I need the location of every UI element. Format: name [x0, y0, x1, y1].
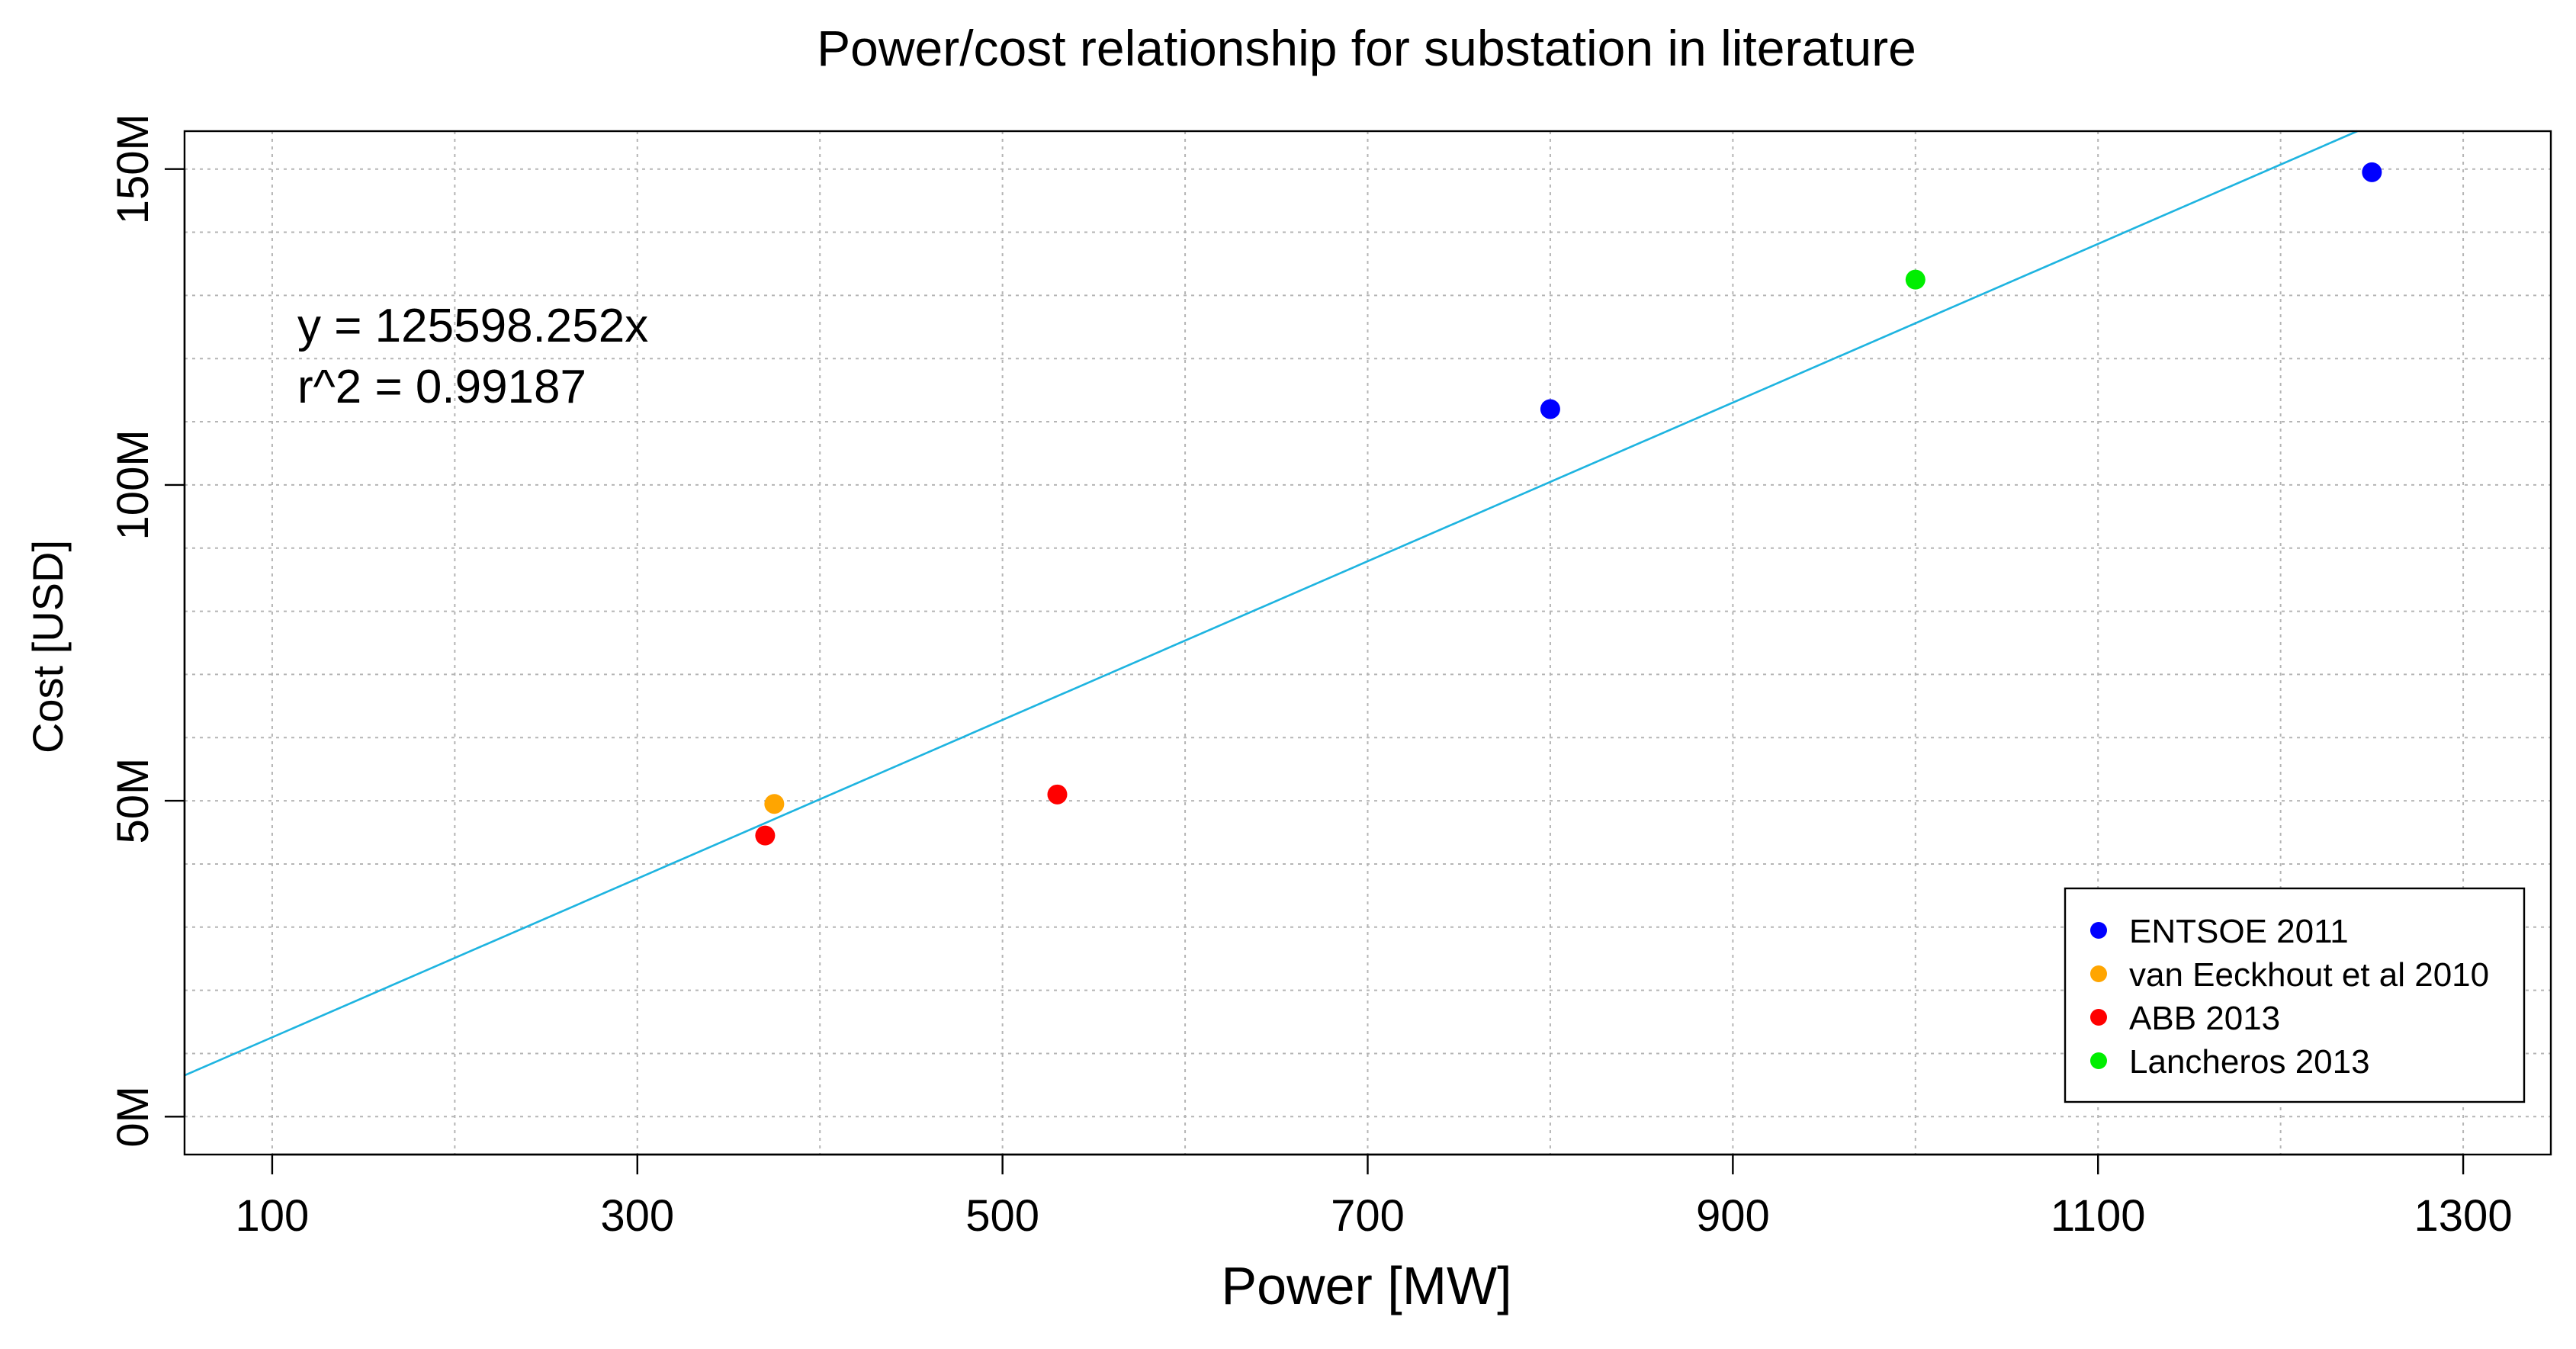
x-tick-label: 500 — [965, 1191, 1039, 1241]
equation-annotation: y = 125598.252x — [297, 300, 648, 352]
x-tick-label: 900 — [1696, 1191, 1770, 1241]
x-tick-label: 700 — [1331, 1191, 1405, 1241]
regression-line — [184, 130, 2358, 1077]
legend-marker-entsoe — [2090, 922, 2107, 939]
data-point-entsoe-2011 — [1540, 399, 1560, 419]
legend-label-entsoe: ENTSOE 2011 — [2129, 913, 2349, 950]
grid-layer — [185, 131, 2551, 1155]
x-tick-label: 1100 — [2051, 1191, 2146, 1241]
y-tick-label: 150M — [108, 114, 158, 224]
x-tick-label: 100 — [236, 1191, 310, 1241]
legend: ENTSOE 2011 van Eeckhout et al 2010 ABB … — [2064, 887, 2526, 1103]
data-point-lancheros-2013 — [1905, 269, 1926, 290]
x-tick-label: 300 — [600, 1191, 674, 1241]
data-point-abb-2013 — [1047, 784, 1068, 805]
data-point-van-eeckhout-et-al-2010 — [764, 794, 785, 814]
legend-label-abb: ABB 2013 — [2129, 1000, 2280, 1037]
legend-marker-abb — [2090, 1009, 2107, 1026]
legend-box — [2064, 887, 2526, 1103]
y-axis-label: Cost [USD] — [24, 540, 72, 753]
legend-label-lancheros: Lancheros 2013 — [2129, 1043, 2370, 1081]
x-axis-label: Power [MW] — [1221, 1256, 1511, 1315]
data-point-abb-2013 — [755, 825, 776, 846]
data-point-entsoe-2011 — [2362, 162, 2382, 182]
y-tick-label: 100M — [108, 429, 158, 540]
y-tick-label: 0M — [108, 1086, 158, 1148]
x-tick-label: 1300 — [2414, 1191, 2513, 1241]
legend-marker-van-eeckhout — [2090, 965, 2107, 982]
r-squared-annotation: r^2 = 0.99187 — [297, 361, 586, 413]
legend-label-van-eeckhout: van Eeckhout et al 2010 — [2129, 956, 2489, 994]
y-tick-label: 50M — [108, 758, 158, 844]
points-layer — [755, 162, 2382, 846]
legend-marker-lancheros — [2090, 1052, 2107, 1069]
axis-layer: 100 300 500 700 900 1100 1300 0M 50M 100M 150M — [108, 114, 2513, 1241]
chart-title: Power/cost relationship for substation i… — [817, 20, 1916, 76]
fit-line-layer — [184, 130, 2358, 1077]
